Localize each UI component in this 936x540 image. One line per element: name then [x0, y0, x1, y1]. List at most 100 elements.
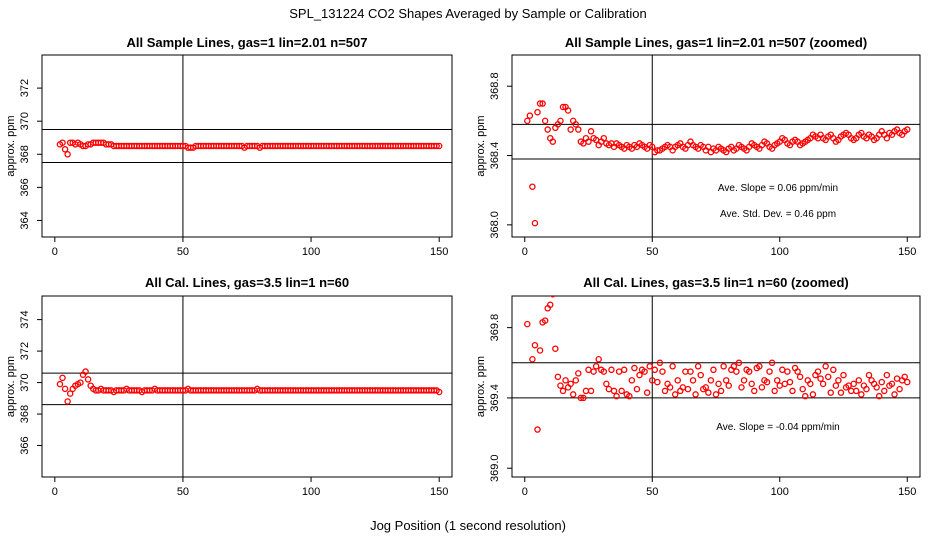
data-point — [618, 387, 625, 395]
figure-title: SPL_131224 CO2 Shapes Averaged by Sample… — [289, 6, 647, 21]
y-tick-label: 368.0 — [489, 211, 501, 239]
data-point — [694, 363, 702, 370]
x-tick-label: 150 — [898, 246, 916, 258]
x-tick-label: 100 — [302, 246, 320, 258]
data-point — [837, 389, 845, 396]
x-tick-label: 0 — [52, 246, 58, 258]
plot-frame — [511, 54, 921, 238]
annotation: Ave. Std. Dev. = 0.46 ppm — [720, 209, 836, 220]
data-point — [738, 384, 745, 391]
y-tick-label: 368.4 — [489, 142, 501, 170]
x-tick-label: 0 — [52, 486, 58, 498]
data-point — [603, 380, 610, 388]
data-point — [569, 391, 577, 398]
x-tick-label: 150 — [430, 246, 448, 258]
data-point — [592, 363, 600, 370]
data-point — [722, 377, 730, 384]
data-point — [524, 320, 531, 328]
data-point — [684, 385, 692, 393]
data-point — [534, 108, 541, 116]
data-point — [572, 121, 580, 128]
data-point — [758, 384, 766, 391]
panel-title: All Sample Lines, gas=1 lin=2.01 n=507 (… — [565, 35, 867, 50]
data-point — [539, 100, 546, 107]
data-point — [575, 126, 582, 133]
data-point — [656, 359, 664, 367]
data-point — [853, 387, 860, 395]
data-point — [702, 384, 710, 391]
data-point — [613, 392, 620, 400]
x-tick-label: 50 — [646, 486, 658, 498]
data-point — [666, 384, 674, 391]
data-points — [524, 296, 911, 433]
data-point — [559, 103, 567, 111]
data-point — [577, 394, 585, 402]
x-tick-label: 100 — [302, 486, 320, 498]
x-tick-label: 100 — [771, 486, 789, 498]
data-point — [873, 384, 880, 391]
data-point — [529, 183, 536, 190]
data-point — [600, 368, 608, 375]
y-tick-label: 370 — [19, 112, 31, 130]
plot-frame — [511, 295, 921, 478]
data-point — [717, 387, 725, 395]
annotation: Ave. Slope = 0.06 ppm/min — [718, 183, 838, 194]
data-point — [858, 391, 865, 398]
y-tick-label: 369.4 — [489, 384, 501, 412]
data-point — [740, 377, 748, 384]
data-point — [883, 371, 891, 379]
data-point — [707, 377, 715, 384]
x-tick-label: 50 — [177, 246, 189, 258]
y-tick-label: 366 — [19, 436, 31, 454]
y-tick-label: 364 — [19, 211, 31, 229]
data-point — [590, 368, 597, 375]
data-point — [554, 373, 562, 381]
data-point — [643, 389, 651, 396]
data-point — [768, 359, 776, 367]
data-point — [878, 378, 886, 386]
data-point — [794, 368, 801, 375]
data-point — [575, 370, 582, 377]
data-point — [756, 363, 763, 370]
y-axis-label: approx. ppm — [475, 356, 487, 417]
data-point — [56, 380, 64, 388]
data-point — [61, 385, 69, 393]
data-point — [620, 366, 628, 374]
data-point — [59, 139, 66, 146]
x-tick-label: 50 — [646, 246, 658, 258]
data-point — [682, 368, 689, 375]
data-point — [692, 391, 699, 398]
data-points — [56, 139, 443, 158]
y-tick-label: 369.8 — [489, 314, 501, 342]
data-point — [773, 377, 781, 384]
data-point — [536, 100, 544, 107]
x-tick-label: 150 — [898, 486, 916, 498]
data-point — [562, 377, 569, 384]
data-point — [904, 126, 911, 133]
data-point — [896, 385, 903, 393]
data-point — [610, 387, 618, 395]
data-point — [529, 356, 536, 363]
data-point — [82, 368, 89, 375]
data-point — [901, 373, 908, 381]
data-points — [524, 100, 911, 227]
data-point — [835, 377, 842, 384]
data-point — [830, 366, 837, 374]
data-point — [763, 378, 771, 386]
data-point — [715, 380, 722, 388]
data-point — [595, 356, 602, 363]
panels: All Sample Lines, gas=1 lin=2.01 n=507 0 5… — [5, 35, 921, 498]
data-point — [631, 364, 638, 372]
data-point — [582, 387, 590, 395]
data-point — [883, 134, 891, 142]
data-point — [745, 368, 753, 375]
data-point — [850, 380, 857, 388]
data-point — [814, 368, 822, 375]
data-point — [863, 385, 870, 393]
data-point — [626, 392, 633, 400]
data-point — [585, 366, 592, 374]
y-tick-label: 372 — [19, 79, 31, 97]
chart-panel-p1: All Sample Lines, gas=1 lin=2.01 n=507 0 5… — [5, 35, 453, 258]
data-point — [587, 128, 595, 135]
panel-title: All Cal. Lines, gas=3.5 lin=1 n=60 (zoom… — [583, 275, 849, 290]
